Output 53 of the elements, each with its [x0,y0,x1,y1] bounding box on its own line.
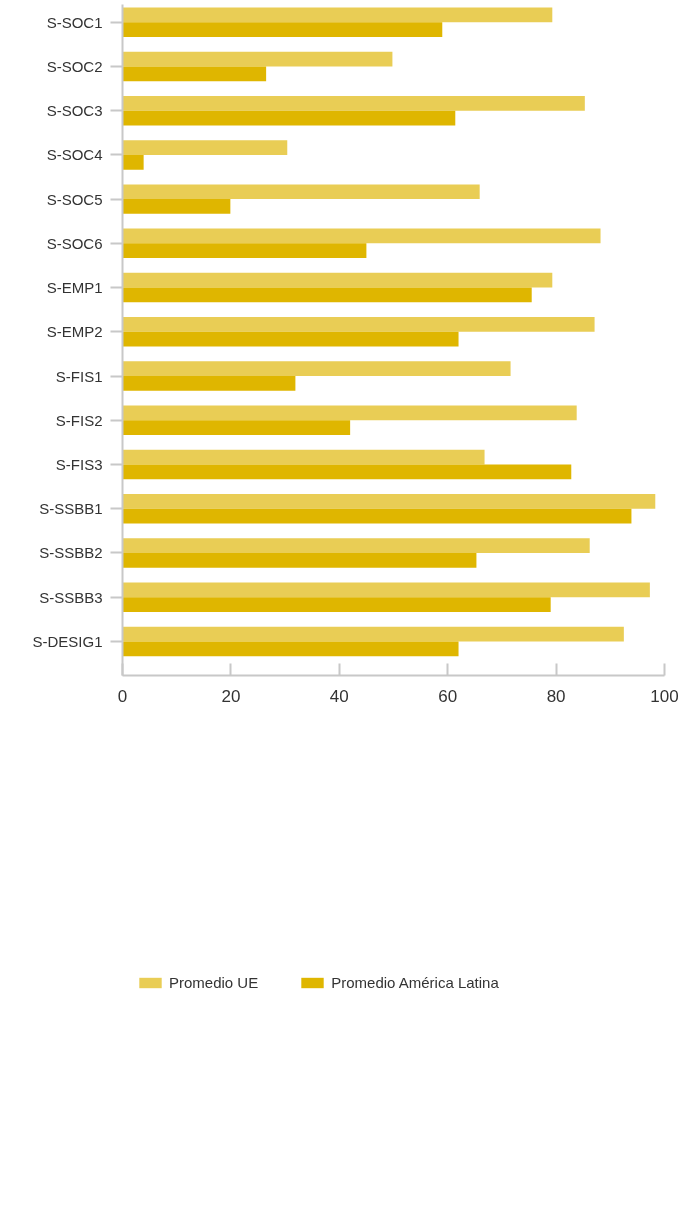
bar [122,405,577,421]
x-tick-label: 20 [221,686,241,706]
bar [122,376,296,391]
bar [122,641,459,657]
y-tick-label: S-SOC6 [46,234,103,252]
y-tick-label: S-FIS1 [55,367,103,385]
y-tick-label: S-SOC5 [46,190,103,208]
y-tick-label: S-EMP2 [46,323,103,341]
x-tick-label: 80 [546,686,566,706]
y-tick-label: S-SOC2 [46,57,103,75]
bar [122,199,231,214]
y-tick-label: S-SSBB1 [39,500,103,518]
x-tick-label: 60 [438,686,458,706]
bar [122,449,485,465]
bar [122,626,624,642]
y-tick-label: S-FIS3 [55,456,103,474]
bar [122,95,585,111]
bar [122,597,551,612]
bar [122,331,459,347]
bar [122,22,443,37]
bar [122,110,456,126]
bar [122,51,393,67]
y-tick-label: S-SOC4 [46,146,103,164]
legend-label: Promedio América Latina [331,973,499,991]
bar [122,184,480,200]
bar [122,582,650,598]
bar [122,494,656,509]
x-tick-label: 0 [117,686,128,706]
bar [122,317,595,332]
y-tick-label: S-SSBB2 [39,544,103,562]
bar [122,66,267,82]
bar [122,552,477,568]
y-tick-label: S-DESIG1 [32,632,103,650]
y-tick-label: S-EMP1 [46,279,103,297]
bar [122,7,553,23]
bar [122,361,511,377]
bar [122,287,532,303]
legend-label: Promedio UE [169,973,259,991]
bar [122,154,144,170]
bar [122,464,572,480]
x-tick-label: 100 [650,686,679,706]
bar [122,272,553,288]
bar [122,538,590,553]
y-tick-label: S-FIS2 [55,411,103,429]
bar [122,508,632,524]
bar [122,140,288,155]
y-tick-label: S-SOC1 [46,13,103,31]
x-tick-label: 40 [329,686,349,706]
bar [122,243,367,259]
bar [122,228,601,244]
y-tick-label: S-SOC3 [46,102,103,120]
bar [122,420,351,436]
y-tick-label: S-SSBB3 [39,588,103,606]
